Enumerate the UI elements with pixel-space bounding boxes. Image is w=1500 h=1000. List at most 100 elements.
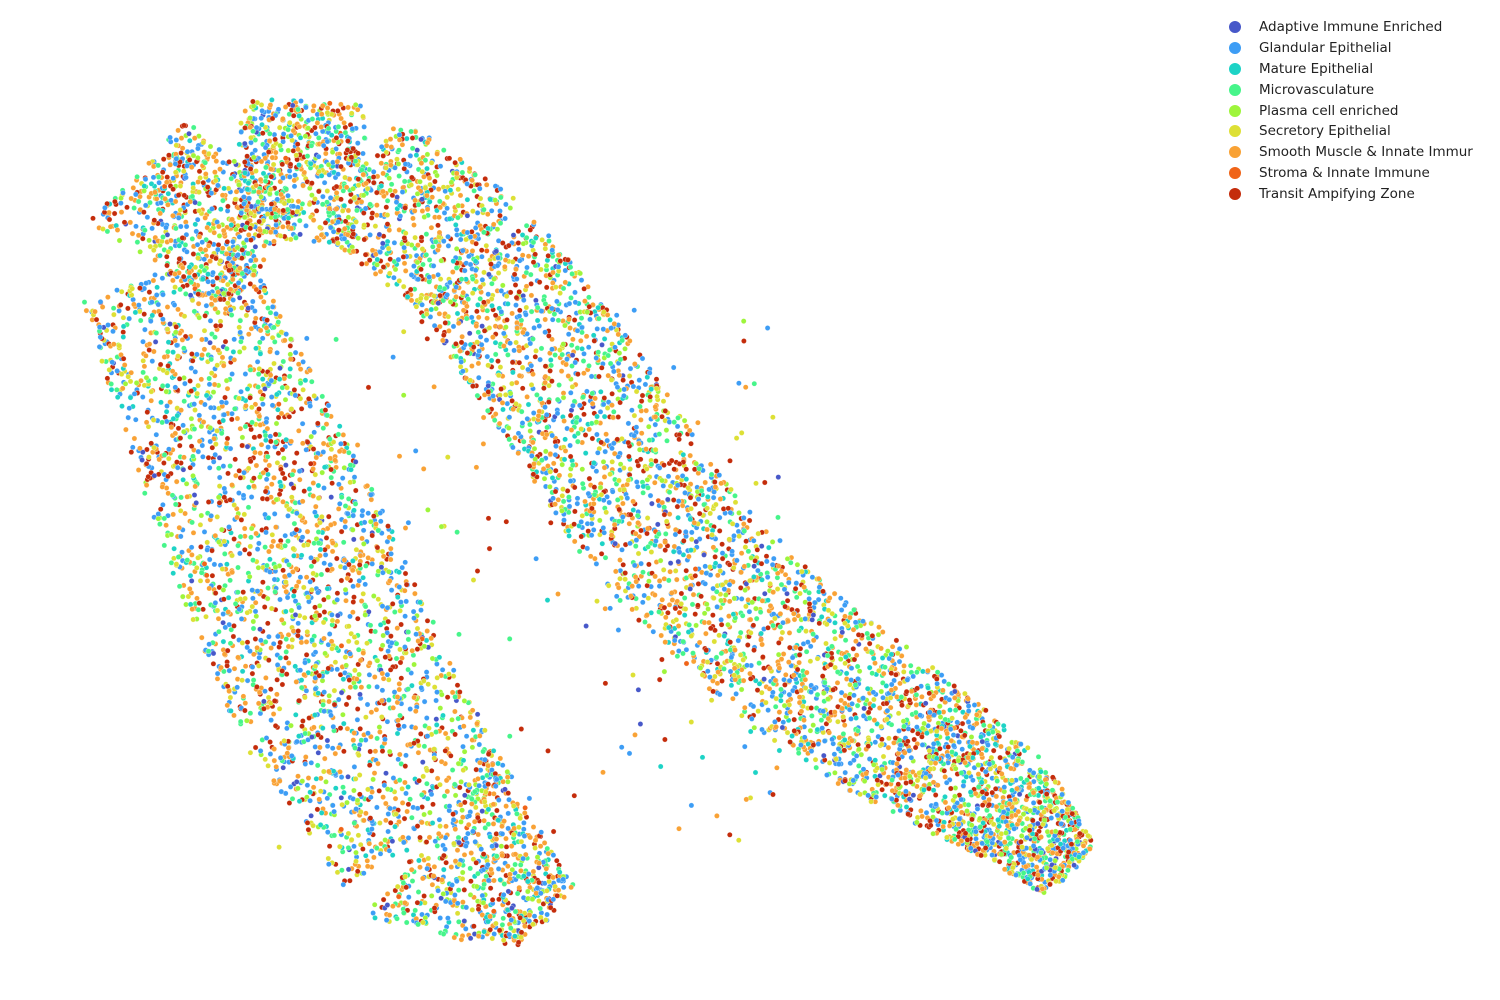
data-point: [560, 498, 567, 505]
data-point: [491, 276, 497, 282]
data-point: [460, 743, 466, 750]
data-point: [435, 222, 441, 229]
data-point: [838, 595, 844, 601]
data-point: [854, 663, 861, 670]
data-point: [338, 133, 344, 139]
data-point: [327, 100, 333, 107]
data-point: [345, 104, 351, 111]
data-point: [133, 380, 140, 386]
data-point: [571, 538, 578, 545]
data-point: [762, 590, 768, 597]
data-point: [462, 792, 468, 799]
data-point: [290, 593, 297, 599]
data-point: [332, 750, 339, 757]
data-point: [549, 316, 556, 323]
data-point: [780, 619, 786, 626]
data-point: [780, 651, 787, 657]
data-point: [327, 195, 334, 201]
data-point: [444, 788, 451, 795]
data-point: [271, 777, 277, 784]
data-point: [188, 365, 195, 371]
data-point: [297, 217, 303, 224]
data-point: [231, 712, 237, 719]
data-point: [726, 561, 733, 568]
data-point: [288, 607, 295, 614]
data-point: [267, 569, 273, 575]
data-point: [342, 124, 349, 131]
data-point: [896, 728, 902, 734]
data-point: [998, 831, 1005, 837]
data-point: [834, 680, 841, 686]
data-point: [424, 618, 431, 624]
data-point: [241, 284, 247, 290]
data-point: [856, 746, 862, 753]
data-point: [423, 669, 430, 675]
data-point: [424, 206, 431, 213]
data-point: [399, 800, 406, 806]
data-point: [390, 126, 397, 132]
data-point: [231, 502, 237, 508]
data-point: [178, 135, 185, 141]
data-point: [996, 858, 1003, 865]
data-point: [360, 150, 366, 157]
data-point: [365, 510, 371, 516]
data-point: [519, 252, 526, 258]
data-point: [818, 717, 825, 723]
data-point: [320, 193, 326, 200]
data-point: [580, 358, 587, 364]
data-point: [265, 694, 272, 701]
data-point: [544, 424, 550, 431]
data-point: [613, 593, 620, 600]
data-point: [430, 801, 436, 808]
data-point: [947, 707, 953, 713]
data-point: [423, 231, 430, 237]
data-point: [538, 345, 545, 352]
data-point: [723, 592, 729, 598]
data-point: [131, 205, 137, 211]
data-point: [314, 762, 321, 769]
data-point: [268, 717, 274, 723]
data-point: [402, 570, 409, 577]
data-point: [668, 457, 675, 464]
data-point: [374, 152, 381, 159]
data-point: [422, 157, 429, 163]
data-point: [582, 450, 589, 456]
data-point: [461, 748, 468, 755]
data-point: [397, 712, 403, 719]
data-point: [408, 272, 415, 278]
data-point: [734, 557, 740, 564]
data-point: [969, 725, 976, 731]
data-point: [269, 97, 275, 103]
data-point: [133, 223, 139, 230]
data-point: [824, 621, 830, 628]
data-point: [403, 752, 409, 759]
data-point: [330, 159, 336, 166]
data-point: [204, 547, 210, 553]
data-point: [363, 714, 369, 720]
data-point: [550, 280, 556, 286]
data-point: [196, 438, 203, 444]
data-point: [500, 427, 507, 434]
data-point: [517, 307, 523, 314]
data-point: [335, 108, 341, 114]
data-point: [155, 174, 162, 180]
data-point: [432, 838, 439, 844]
data-point: [460, 307, 467, 314]
data-point: [413, 152, 420, 158]
data-point: [832, 620, 838, 626]
data-point: [626, 373, 633, 379]
data-point: [315, 420, 321, 427]
data-point: [405, 835, 412, 841]
data-point: [250, 618, 257, 625]
data-point: [599, 342, 605, 348]
data-point: [330, 210, 337, 216]
data-point: [110, 305, 117, 311]
data-point: [304, 782, 311, 788]
data-point: [544, 845, 551, 852]
data-point: [410, 215, 416, 222]
data-point: [433, 327, 440, 333]
data-point: [208, 301, 215, 307]
data-point: [660, 398, 667, 404]
data-point: [574, 495, 581, 502]
data-point: [950, 732, 957, 738]
